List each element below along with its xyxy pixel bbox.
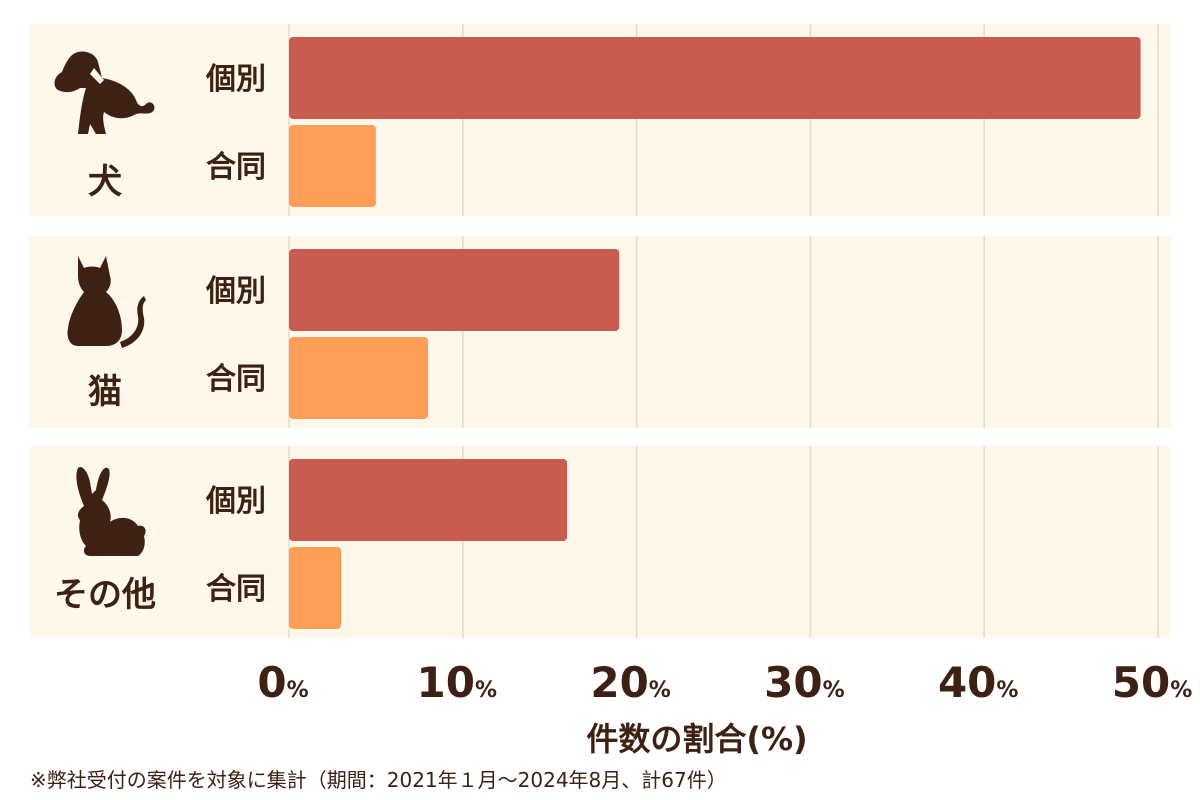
bar [289, 37, 1141, 119]
x-tick-labels: 0% 10% 20% 30% 40% 50% [257, 658, 1192, 707]
x-tick-label: 40% [938, 658, 1018, 707]
bar-label: 合同 [206, 362, 266, 397]
bar-label: 個別 [205, 484, 266, 519]
bar [289, 337, 429, 419]
bar [289, 459, 568, 541]
group-label: 犬 [88, 162, 122, 202]
group-panel [30, 446, 1170, 638]
group-icons [54, 51, 155, 556]
dog-icon [54, 51, 155, 134]
bar-label: 合同 [206, 572, 266, 607]
bar [289, 547, 342, 629]
bar [289, 249, 620, 331]
group-label: 猫 [88, 372, 122, 412]
x-tick-label: 20% [590, 658, 671, 707]
x-tick-label: 30% [764, 658, 845, 707]
x-axis-label: 件数の割合(%) [586, 720, 807, 758]
footnote: ※弊社受付の案件を対象に集計（期間：2021年１月〜2024年8月、計67件） [30, 768, 727, 792]
group-label: その他 [54, 575, 156, 615]
bar-label: 個別 [205, 62, 266, 97]
x-tick-label: 10% [417, 658, 498, 707]
cat-icon [67, 256, 146, 348]
x-tick-label: 50% [1112, 658, 1193, 707]
bar-label: 個別 [205, 274, 266, 309]
rabbit-icon [76, 466, 146, 556]
bar-label: 合同 [206, 150, 266, 185]
bar [289, 125, 376, 207]
x-tick-label: 0% [257, 658, 308, 707]
bars [289, 37, 1141, 629]
